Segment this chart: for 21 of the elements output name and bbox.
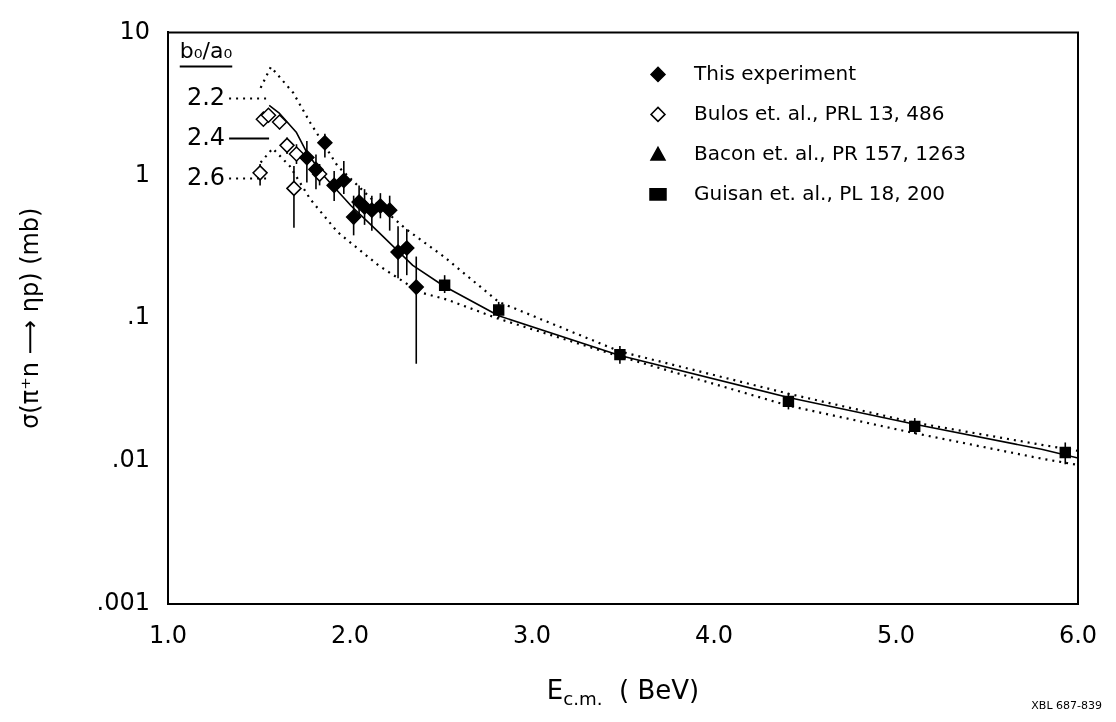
series-label: 2.6 (186, 162, 226, 191)
series-label: 2.4 (186, 122, 226, 151)
x-tick-label: 5.0 (876, 620, 916, 649)
legend-label: Guisan et. al., PL 18, 200 (694, 180, 946, 205)
x-tick-label: 2.0 (330, 620, 370, 649)
y-tick-label: .01 (111, 445, 150, 474)
x-tick-label: 4.0 (694, 620, 734, 649)
x-tick-label: 6.0 (1058, 620, 1098, 649)
y-tick-label: .001 (96, 588, 150, 617)
series-label: 2.2 (186, 82, 226, 111)
y-tick-label: 1 (134, 159, 150, 188)
legend-label: Bacon et. al., PR 157, 1263 (694, 140, 967, 165)
y-axis-title: σ(π⁺n ⟶ ηp) (mb) (16, 207, 45, 429)
legend-title: b₀/a₀ (179, 38, 233, 64)
y-tick-label: .1 (127, 302, 150, 331)
y-tick-label: 10 (119, 16, 150, 45)
x-tick-label: 3.0 (512, 620, 552, 649)
legend-label: This experiment (693, 60, 857, 85)
legend-label: Bulos et. al., PRL 13, 486 (694, 100, 945, 125)
text: XBL 687-839 (1031, 699, 1102, 713)
x-tick-label: 1.0 (148, 620, 188, 649)
